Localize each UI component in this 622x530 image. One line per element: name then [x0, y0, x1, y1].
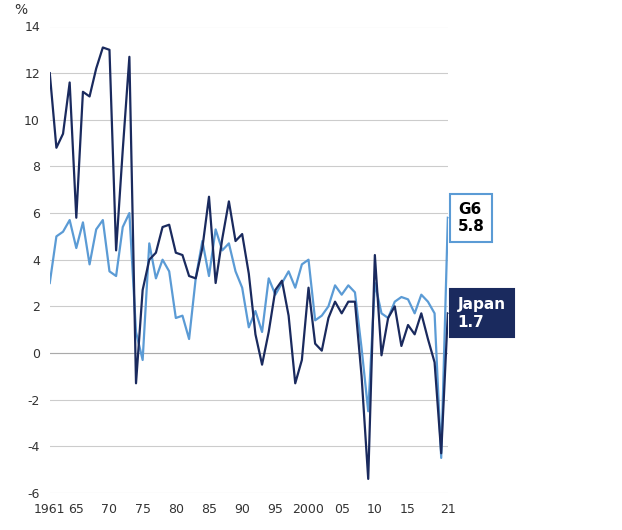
Text: Japan
1.7: Japan 1.7 — [458, 297, 506, 330]
Text: G6
5.8: G6 5.8 — [458, 201, 485, 234]
Text: %: % — [14, 3, 27, 17]
